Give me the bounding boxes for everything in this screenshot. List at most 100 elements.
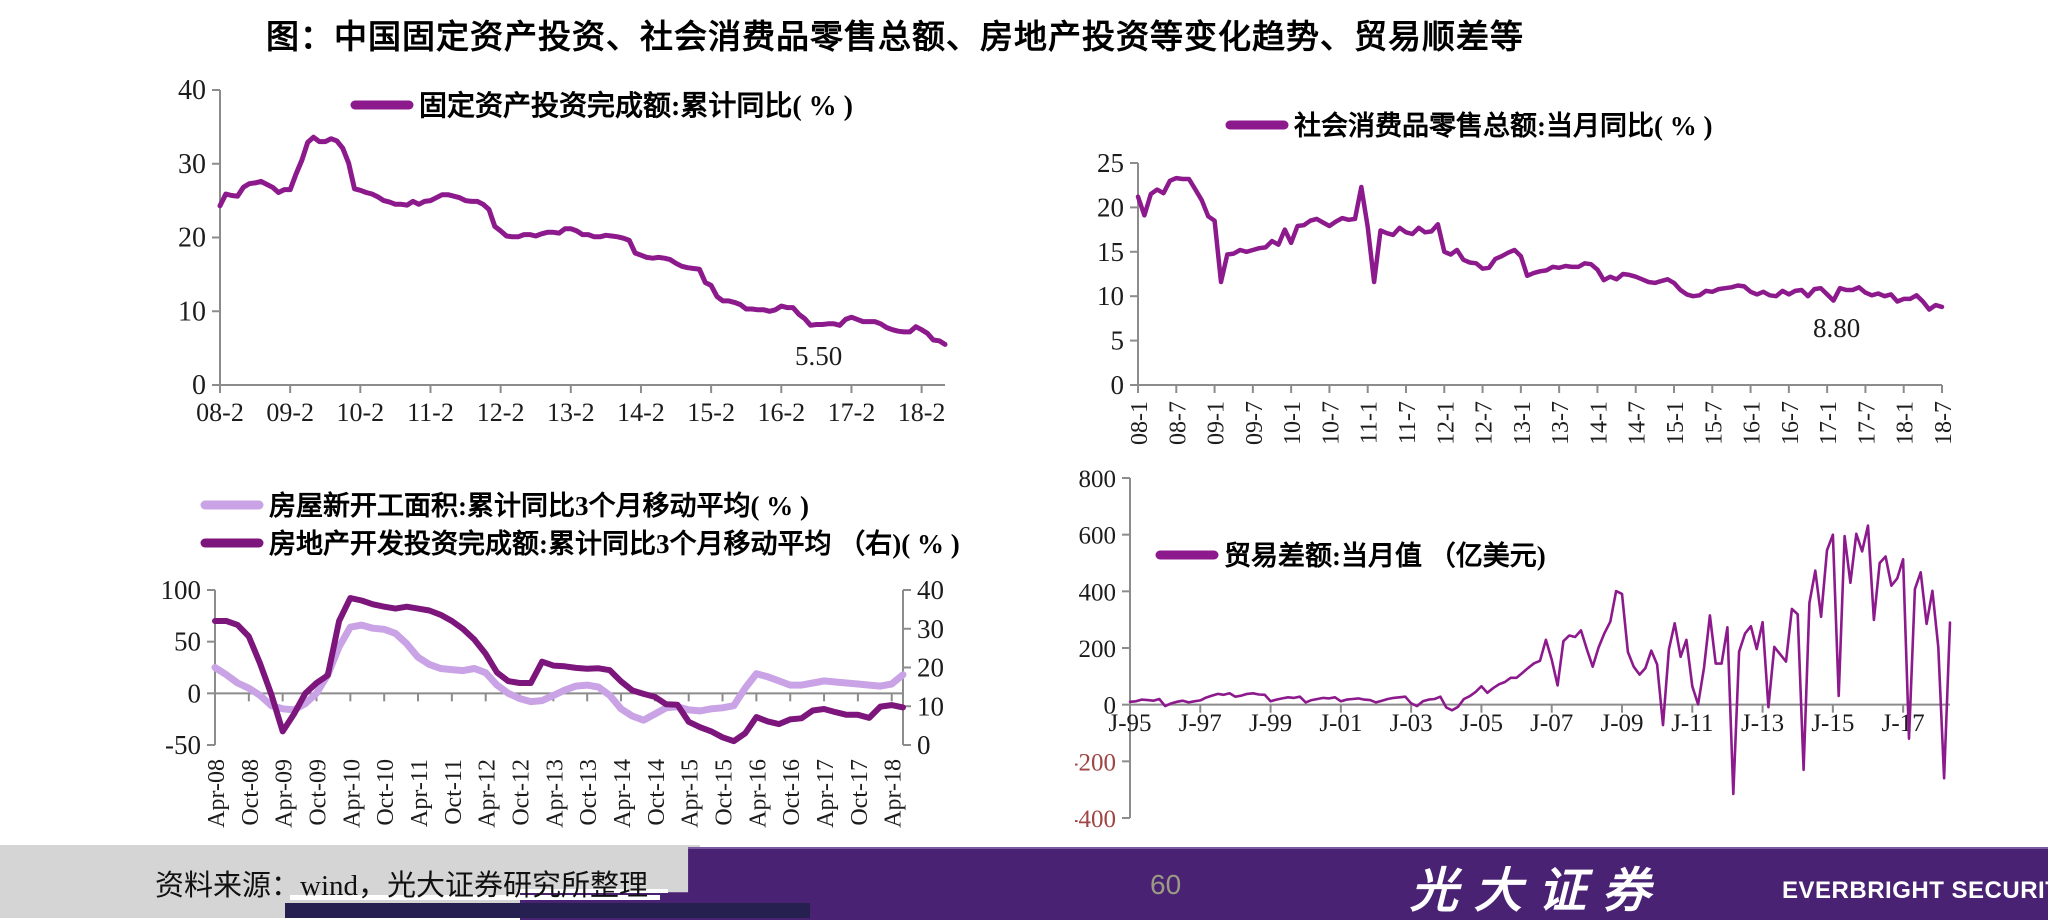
svg-text:J-15: J-15 — [1811, 710, 1854, 737]
svg-text:12-1: 12-1 — [1433, 401, 1459, 445]
svg-text:Apr-18: Apr-18 — [881, 759, 907, 828]
svg-text:15-7: 15-7 — [1701, 401, 1727, 445]
svg-text:固定资产投资完成额:累计同比( % ): 固定资产投资完成额:累计同比( % ) — [419, 89, 853, 122]
svg-text:400: 400 — [1079, 579, 1117, 606]
svg-text:Oct-16: Oct-16 — [779, 759, 805, 826]
svg-text:5.50: 5.50 — [795, 341, 842, 371]
svg-text:08-1: 08-1 — [1127, 401, 1153, 445]
svg-text:800: 800 — [1079, 466, 1117, 493]
svg-text:Apr-08: Apr-08 — [204, 759, 230, 828]
svg-text:Oct-09: Oct-09 — [306, 759, 332, 826]
svg-text:Apr-14: Apr-14 — [610, 759, 636, 828]
footer-white-stripe — [290, 895, 660, 900]
svg-text:50: 50 — [174, 627, 201, 657]
source-note: 资料来源：wind，光大证券研究所整理 — [155, 870, 649, 902]
svg-text:16-7: 16-7 — [1778, 401, 1804, 445]
svg-text:Oct-12: Oct-12 — [509, 759, 535, 826]
svg-text:16-2: 16-2 — [757, 398, 805, 427]
svg-text:J-01: J-01 — [1319, 710, 1362, 737]
svg-text:11-1: 11-1 — [1357, 401, 1383, 444]
svg-text:J-99: J-99 — [1249, 710, 1292, 737]
svg-text:J-17: J-17 — [1882, 710, 1925, 737]
svg-text:Oct-13: Oct-13 — [576, 759, 602, 826]
svg-text:0: 0 — [917, 730, 931, 760]
svg-text:Apr-11: Apr-11 — [407, 759, 433, 827]
svg-text:11-7: 11-7 — [1395, 401, 1421, 444]
svg-text:11-2: 11-2 — [407, 398, 454, 427]
svg-text:Oct-15: Oct-15 — [712, 759, 738, 826]
footer: 资料来源：wind，光大证券研究所整理 60 光大证券 EVERBRIGHT S… — [0, 845, 2048, 920]
svg-text:13-1: 13-1 — [1510, 401, 1536, 445]
svg-text:Apr-13: Apr-13 — [542, 759, 568, 828]
svg-text:房屋新开工面积:累计同比3个月移动平均( % ): 房屋新开工面积:累计同比3个月移动平均( % ) — [269, 490, 809, 521]
svg-text:10-1: 10-1 — [1280, 401, 1306, 445]
svg-text:8.80: 8.80 — [1813, 313, 1860, 343]
svg-text:Apr-12: Apr-12 — [475, 759, 501, 828]
svg-text:5: 5 — [1111, 326, 1125, 356]
svg-text:09-1: 09-1 — [1204, 401, 1230, 445]
svg-text:40: 40 — [178, 75, 206, 106]
page-number: 60 — [1150, 869, 1182, 900]
svg-text:10-7: 10-7 — [1318, 401, 1344, 445]
svg-text:0: 0 — [192, 370, 206, 401]
svg-text:10: 10 — [178, 296, 206, 327]
svg-text:15-1: 15-1 — [1663, 401, 1689, 445]
svg-text:17-1: 17-1 — [1816, 401, 1842, 445]
svg-text:200: 200 — [1079, 636, 1117, 663]
svg-text:40: 40 — [917, 575, 944, 605]
svg-text:10: 10 — [1097, 281, 1124, 311]
svg-text:J-03: J-03 — [1390, 710, 1433, 737]
svg-text:Apr-16: Apr-16 — [745, 759, 771, 828]
chart-trade-balance: -400 -200 0 200 400 600 800 J-95 J-97 J-99 J-01 J-0… — [1075, 466, 1952, 833]
svg-text:09-7: 09-7 — [1242, 401, 1268, 445]
chart-retail-sales: 0 5 10 15 20 25 08-1 08-7 09-1 09-7 10-1 10-7 11-1 11… — [1097, 110, 1957, 445]
svg-text:15: 15 — [1097, 237, 1124, 267]
svg-text:J-07: J-07 — [1530, 710, 1573, 737]
svg-text:10-2: 10-2 — [336, 398, 384, 427]
svg-text:Oct-14: Oct-14 — [644, 759, 670, 826]
svg-text:25: 25 — [1097, 148, 1124, 178]
svg-text:Apr-15: Apr-15 — [678, 759, 704, 828]
svg-text:J-09: J-09 — [1600, 710, 1643, 737]
svg-text:18-7: 18-7 — [1931, 401, 1957, 445]
svg-text:100: 100 — [161, 575, 202, 605]
svg-text:0: 0 — [1104, 693, 1117, 720]
svg-text:-200: -200 — [1075, 749, 1116, 776]
svg-text:18-2: 18-2 — [898, 398, 946, 427]
svg-text:14-1: 14-1 — [1586, 401, 1612, 445]
svg-text:18-1: 18-1 — [1893, 401, 1919, 445]
svg-text:Oct-08: Oct-08 — [238, 759, 264, 826]
svg-text:30: 30 — [178, 149, 206, 180]
svg-text:0: 0 — [1111, 370, 1125, 400]
svg-text:17-2: 17-2 — [828, 398, 876, 427]
footer-navy-bar — [285, 903, 810, 918]
svg-text:Oct-11: Oct-11 — [441, 759, 467, 825]
svg-text:J-11: J-11 — [1671, 710, 1713, 737]
svg-text:Oct-10: Oct-10 — [373, 759, 399, 826]
chart-fixed-asset-investment: 0 10 20 30 40 08-2 09-2 10-2 11-2 12-2 13-2 14-2 15-… — [178, 75, 948, 427]
svg-text:0: 0 — [188, 678, 202, 708]
everbright-logo-en: EVERBRIGHT SECURITIES — [1782, 877, 2048, 904]
svg-text:J-97: J-97 — [1179, 710, 1222, 737]
svg-text:Oct-17: Oct-17 — [847, 759, 873, 826]
svg-text:Apr-10: Apr-10 — [339, 759, 365, 828]
svg-text:-50: -50 — [165, 730, 201, 760]
svg-text:贸易差额:当月值 （亿美元): 贸易差额:当月值 （亿美元) — [1224, 540, 1546, 571]
svg-text:社会消费品零售总额:当月同比( % ): 社会消费品零售总额:当月同比( % ) — [1294, 110, 1712, 141]
svg-text:17-7: 17-7 — [1854, 401, 1880, 445]
svg-text:-400: -400 — [1075, 806, 1116, 833]
svg-text:13-2: 13-2 — [547, 398, 595, 427]
everbright-logo-cn: 光大证券 — [1410, 865, 1667, 918]
svg-text:09-2: 09-2 — [266, 398, 314, 427]
page-title: 图：中国固定资产投资、社会消费品零售总额、房地产投资等变化趋势、贸易顺差等 — [266, 20, 1524, 56]
svg-text:13-7: 13-7 — [1548, 401, 1574, 445]
svg-text:10: 10 — [917, 691, 944, 721]
svg-text:12-2: 12-2 — [477, 398, 525, 427]
chart-housing-real-estate: -50 0 50 100 0 10 20 30 40 Apr-08 Oct-08 Apr-09 Oct-… — [161, 490, 960, 828]
svg-text:J-05: J-05 — [1460, 710, 1503, 737]
svg-text:20: 20 — [917, 653, 944, 683]
svg-text:20: 20 — [1097, 192, 1124, 222]
svg-text:Apr-09: Apr-09 — [272, 759, 298, 828]
footer-white-step — [520, 889, 668, 893]
svg-text:20: 20 — [178, 223, 206, 254]
